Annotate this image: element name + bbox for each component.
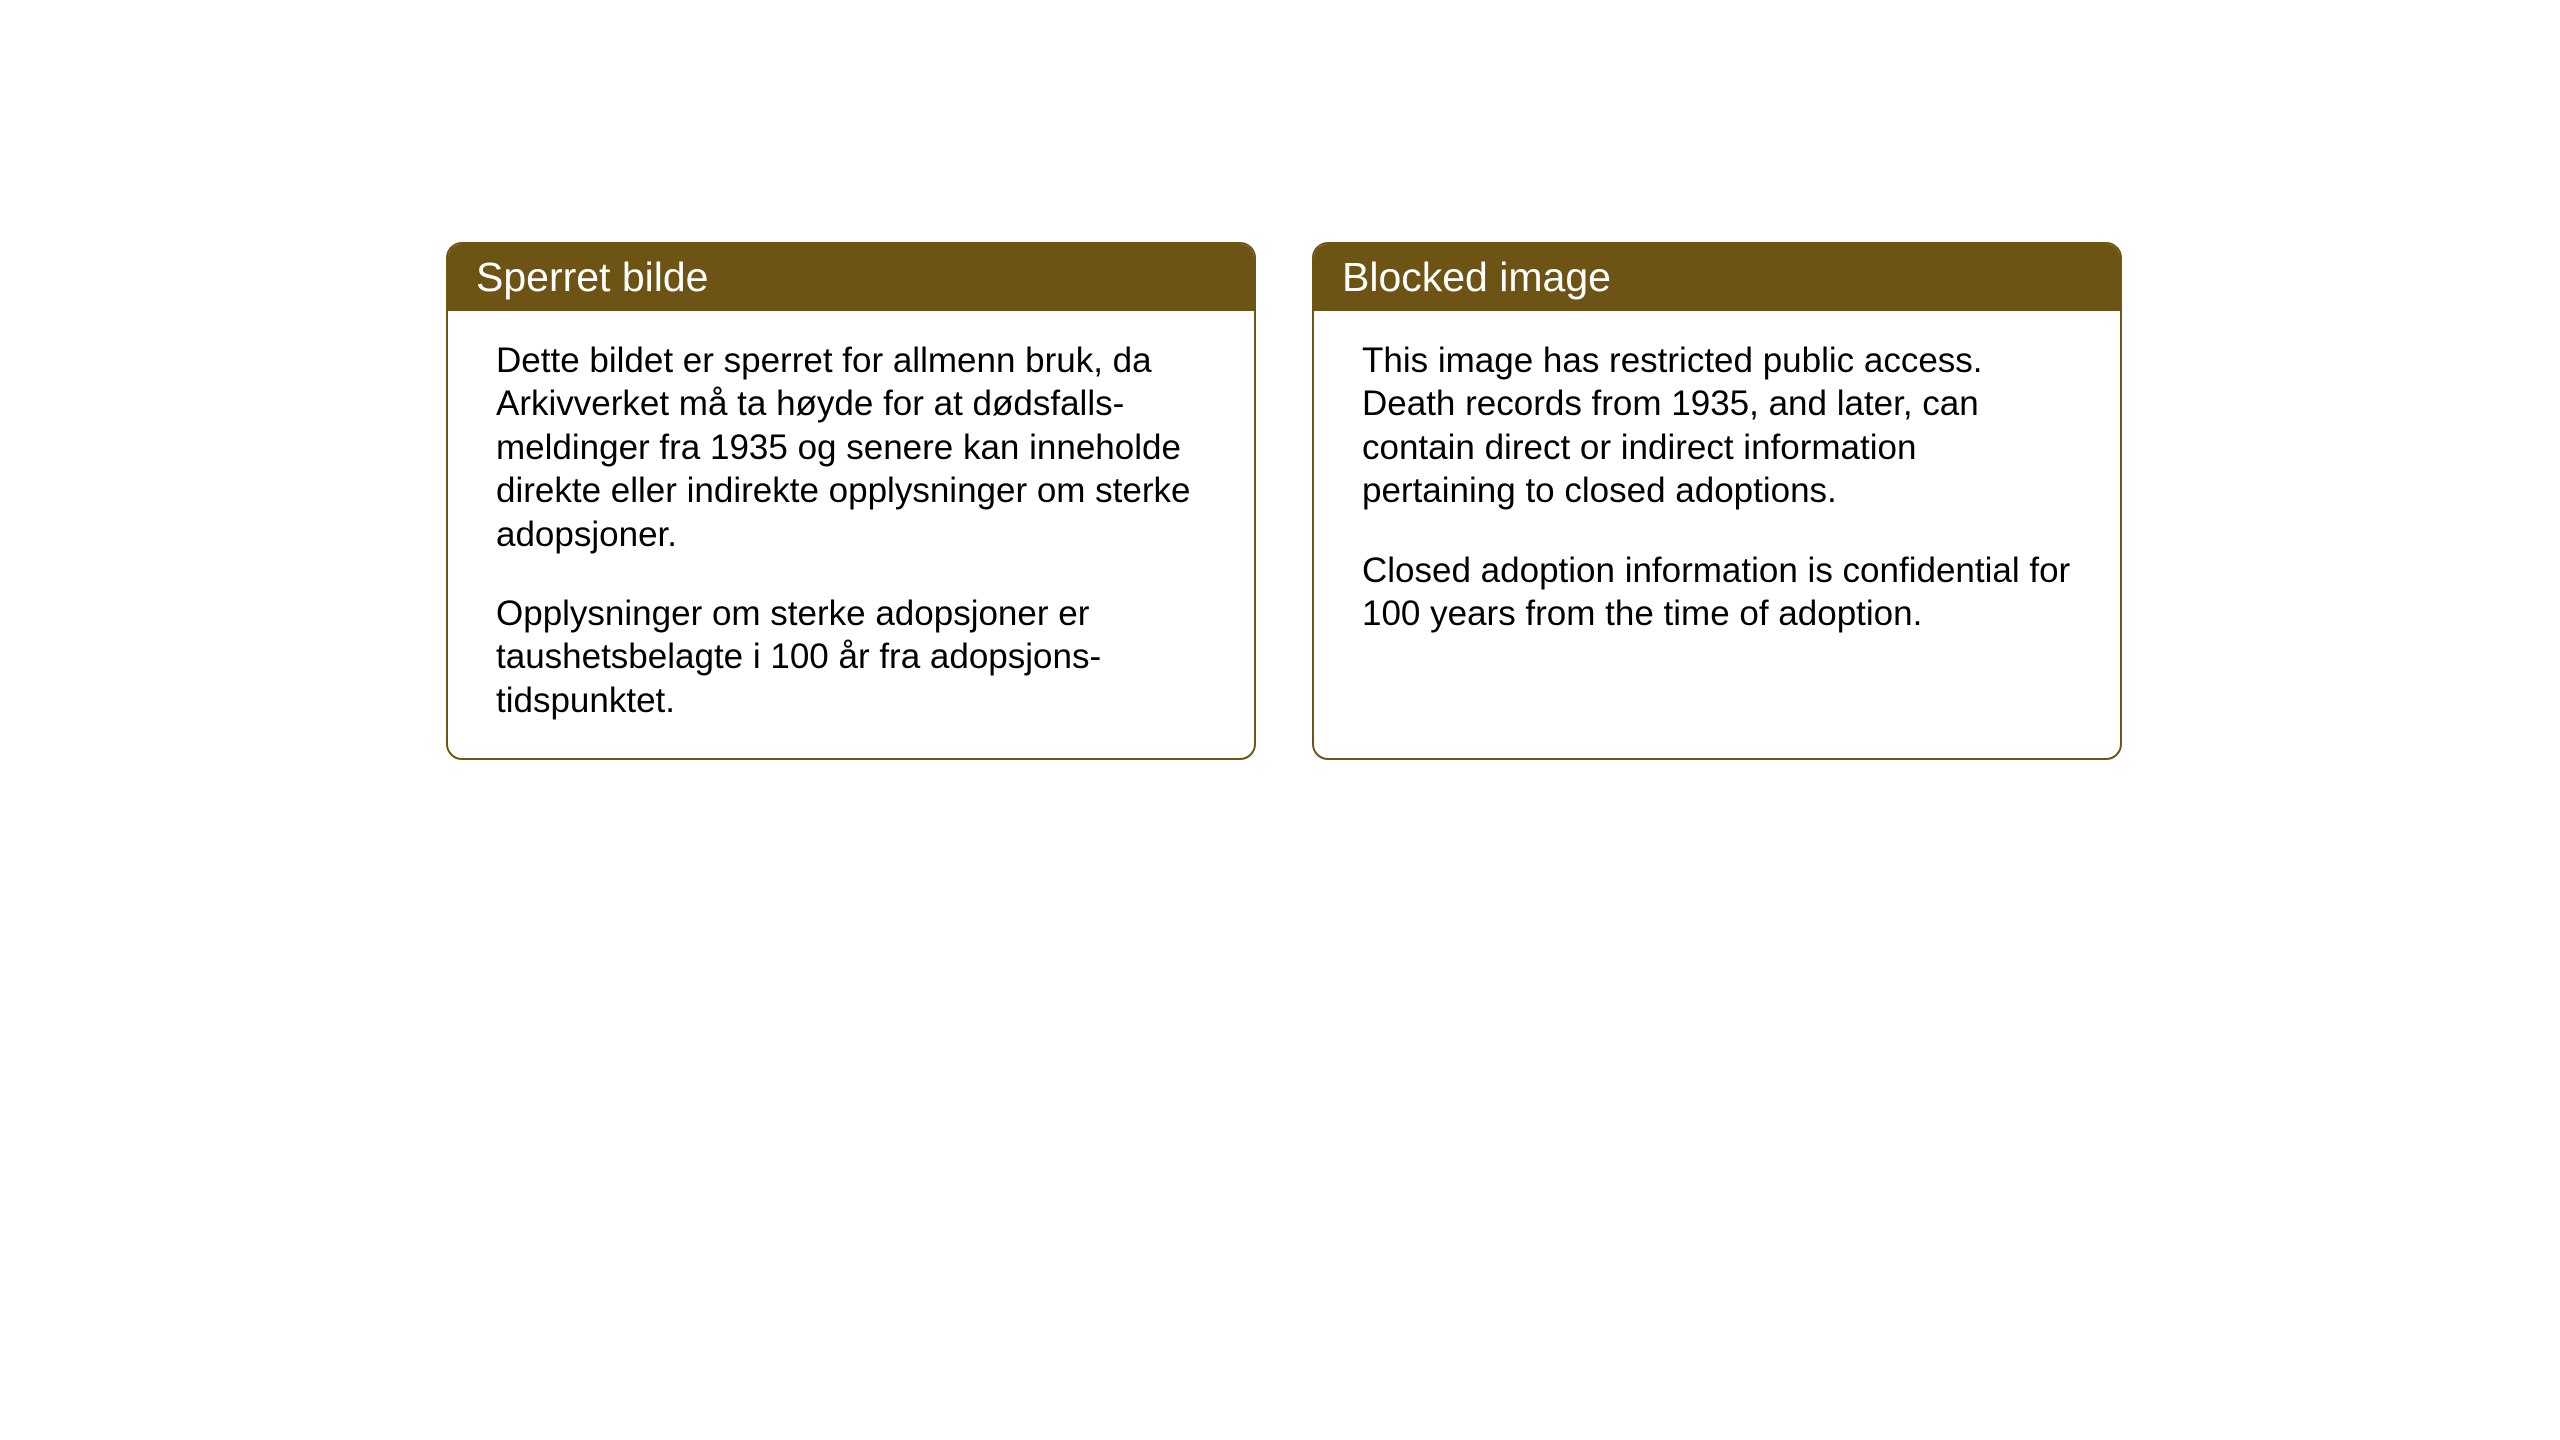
norwegian-paragraph-1: Dette bildet er sperret for allmenn bruk… — [496, 339, 1206, 556]
norwegian-card-title: Sperret bilde — [476, 254, 708, 300]
english-paragraph-1: This image has restricted public access.… — [1362, 339, 2072, 513]
english-paragraph-2: Closed adoption information is confident… — [1362, 549, 2072, 636]
english-card-header: Blocked image — [1314, 244, 2120, 311]
english-card-title: Blocked image — [1342, 254, 1611, 300]
english-card-body: This image has restricted public access.… — [1314, 311, 2120, 731]
notice-cards-container: Sperret bilde Dette bildet er sperret fo… — [446, 242, 2122, 760]
norwegian-paragraph-2: Opplysninger om sterke adopsjoner er tau… — [496, 592, 1206, 722]
norwegian-card-body: Dette bildet er sperret for allmenn bruk… — [448, 311, 1254, 758]
english-notice-card: Blocked image This image has restricted … — [1312, 242, 2122, 760]
norwegian-card-header: Sperret bilde — [448, 244, 1254, 311]
norwegian-notice-card: Sperret bilde Dette bildet er sperret fo… — [446, 242, 1256, 760]
